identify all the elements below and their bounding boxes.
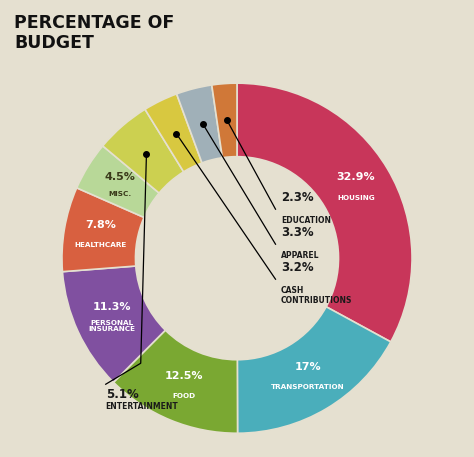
Text: 4.5%: 4.5%	[104, 171, 135, 181]
Text: 5.1%: 5.1%	[106, 388, 138, 401]
Text: FOOD: FOOD	[173, 393, 196, 399]
Wedge shape	[113, 330, 237, 433]
Wedge shape	[103, 109, 183, 193]
Text: EDUCATION: EDUCATION	[281, 216, 331, 225]
Wedge shape	[237, 307, 391, 433]
Text: HOUSING: HOUSING	[337, 195, 375, 201]
Text: 32.9%: 32.9%	[337, 172, 375, 182]
Text: HEALTHCARE: HEALTHCARE	[74, 242, 127, 248]
Wedge shape	[63, 266, 165, 382]
Text: 3.2%: 3.2%	[281, 261, 313, 274]
Text: APPAREL: APPAREL	[281, 251, 319, 260]
Text: 11.3%: 11.3%	[92, 302, 131, 312]
Text: 17%: 17%	[294, 362, 321, 372]
Text: PERSONAL
INSURANCE: PERSONAL INSURANCE	[88, 319, 135, 332]
Text: 12.5%: 12.5%	[165, 372, 204, 382]
Wedge shape	[237, 83, 412, 342]
Wedge shape	[145, 94, 202, 172]
Wedge shape	[62, 188, 144, 271]
Text: CASH
CONTRIBUTIONS: CASH CONTRIBUTIONS	[281, 286, 352, 305]
Text: TRANSPORTATION: TRANSPORTATION	[271, 383, 345, 390]
Wedge shape	[77, 146, 159, 218]
Text: ENTERTAINMENT: ENTERTAINMENT	[106, 402, 179, 411]
Text: 3.3%: 3.3%	[281, 226, 313, 239]
Wedge shape	[212, 83, 237, 158]
Text: 2.3%: 2.3%	[281, 191, 313, 204]
Text: PERCENTAGE OF
BUDGET: PERCENTAGE OF BUDGET	[14, 14, 174, 52]
Wedge shape	[177, 85, 222, 163]
Text: MISC.: MISC.	[108, 191, 131, 197]
Text: 7.8%: 7.8%	[85, 220, 116, 230]
